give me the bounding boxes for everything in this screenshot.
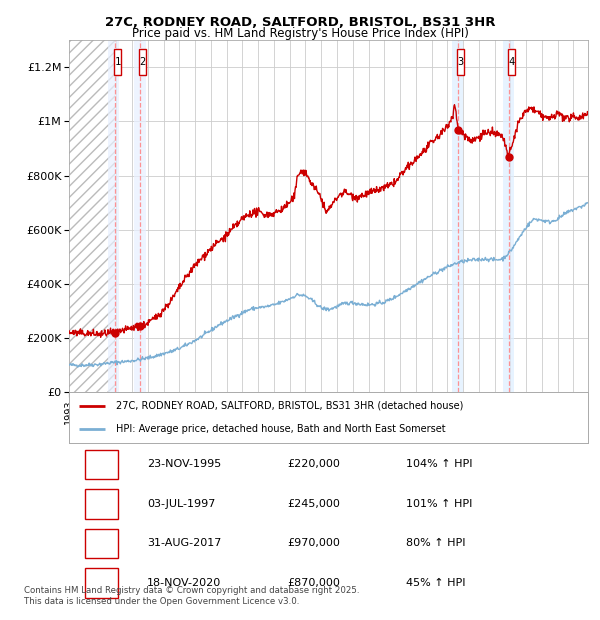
Text: 03-JUL-1997: 03-JUL-1997 [147, 499, 215, 509]
Bar [457, 49, 464, 76]
Text: 2: 2 [98, 499, 105, 509]
Bar [508, 49, 515, 76]
Text: 3: 3 [458, 57, 464, 68]
Bar [85, 568, 118, 598]
Text: £245,000: £245,000 [287, 499, 340, 509]
Text: 104% ↑ HPI: 104% ↑ HPI [406, 459, 473, 469]
Text: 80% ↑ HPI: 80% ↑ HPI [406, 538, 466, 549]
Bar [139, 49, 146, 76]
Text: 23-NOV-1995: 23-NOV-1995 [147, 459, 221, 469]
Text: 27C, RODNEY ROAD, SALTFORD, BRISTOL, BS31 3HR (detached house): 27C, RODNEY ROAD, SALTFORD, BRISTOL, BS3… [116, 401, 463, 411]
Bar [85, 489, 118, 519]
Text: Price paid vs. HM Land Registry's House Price Index (HPI): Price paid vs. HM Land Registry's House … [131, 27, 469, 40]
Bar [85, 450, 118, 479]
Text: £870,000: £870,000 [287, 578, 340, 588]
Text: 3: 3 [98, 538, 105, 549]
Bar [69, 40, 115, 392]
Text: 27C, RODNEY ROAD, SALTFORD, BRISTOL, BS31 3HR: 27C, RODNEY ROAD, SALTFORD, BRISTOL, BS3… [105, 16, 495, 29]
Text: HPI: Average price, detached house, Bath and North East Somerset: HPI: Average price, detached house, Bath… [116, 424, 445, 434]
Bar [85, 529, 118, 558]
Text: 31-AUG-2017: 31-AUG-2017 [147, 538, 221, 549]
Text: 101% ↑ HPI: 101% ↑ HPI [406, 499, 473, 509]
Bar [503, 40, 514, 392]
Bar [114, 49, 121, 76]
Text: 2: 2 [140, 57, 146, 68]
Text: 1: 1 [98, 459, 105, 469]
Text: 45% ↑ HPI: 45% ↑ HPI [406, 578, 466, 588]
Text: £220,000: £220,000 [287, 459, 340, 469]
Text: 1: 1 [115, 57, 121, 68]
Bar [452, 40, 463, 392]
Text: £970,000: £970,000 [287, 538, 340, 549]
Text: Contains HM Land Registry data © Crown copyright and database right 2025.
This d: Contains HM Land Registry data © Crown c… [24, 585, 359, 606]
Text: 4: 4 [508, 57, 515, 68]
Bar [109, 40, 119, 392]
Text: 4: 4 [98, 578, 105, 588]
Bar [134, 40, 146, 392]
Text: 18-NOV-2020: 18-NOV-2020 [147, 578, 221, 588]
